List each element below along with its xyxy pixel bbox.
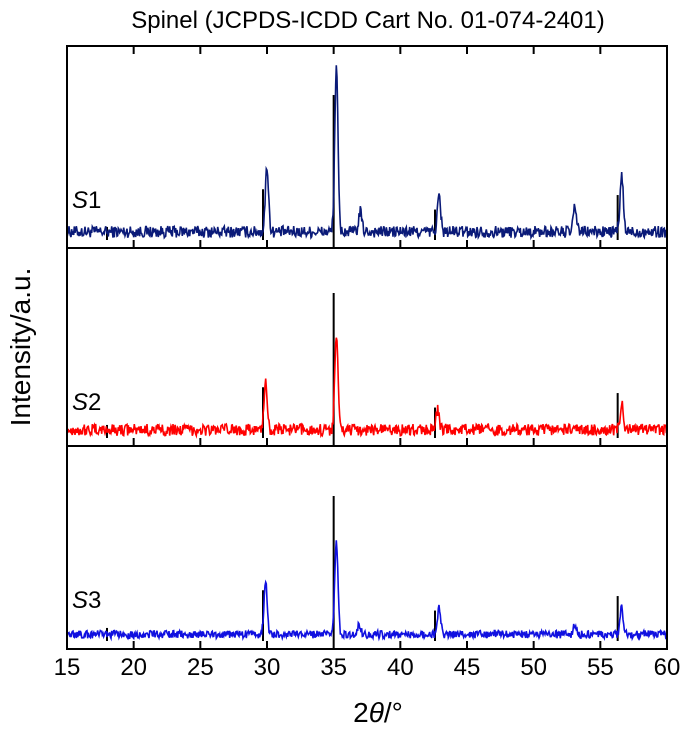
plot-area: S1 S2 S3: [66, 65, 668, 642]
sample-label: S2: [72, 389, 101, 416]
x-tick-label: 20: [120, 654, 147, 681]
sample-label: S1: [72, 187, 101, 214]
pattern-line: [66, 337, 668, 439]
panel-1: S1: [66, 65, 668, 241]
x-tick-label: 30: [254, 654, 281, 681]
sample-label: S3: [72, 587, 101, 614]
x-tick-label: 55: [587, 654, 614, 681]
x-tick-label: 40: [387, 654, 414, 681]
panel-3: S3: [66, 496, 668, 642]
plot-frame: [66, 45, 668, 650]
y-axis-label: Intensity/a.u.: [5, 268, 36, 427]
chart-title: Spinel (JCPDS-ICDD Cart No. 01-074-2401): [131, 7, 605, 34]
x-tick-label: 25: [187, 654, 214, 681]
pattern-line: [66, 540, 668, 642]
x-axis-label: 2θ/°: [353, 697, 403, 728]
pattern-line: [66, 65, 668, 241]
x-tick-label: 45: [454, 654, 481, 681]
x-tick-label: 35: [320, 654, 347, 681]
x-axis-ticks: 15 20 25 30 35 40 45 50 55 60: [54, 46, 681, 681]
x-tick-label: 15: [54, 654, 81, 681]
panel-2: S2: [66, 293, 668, 439]
x-tick-label: 50: [520, 654, 547, 681]
x-tick-label: 60: [654, 654, 681, 681]
